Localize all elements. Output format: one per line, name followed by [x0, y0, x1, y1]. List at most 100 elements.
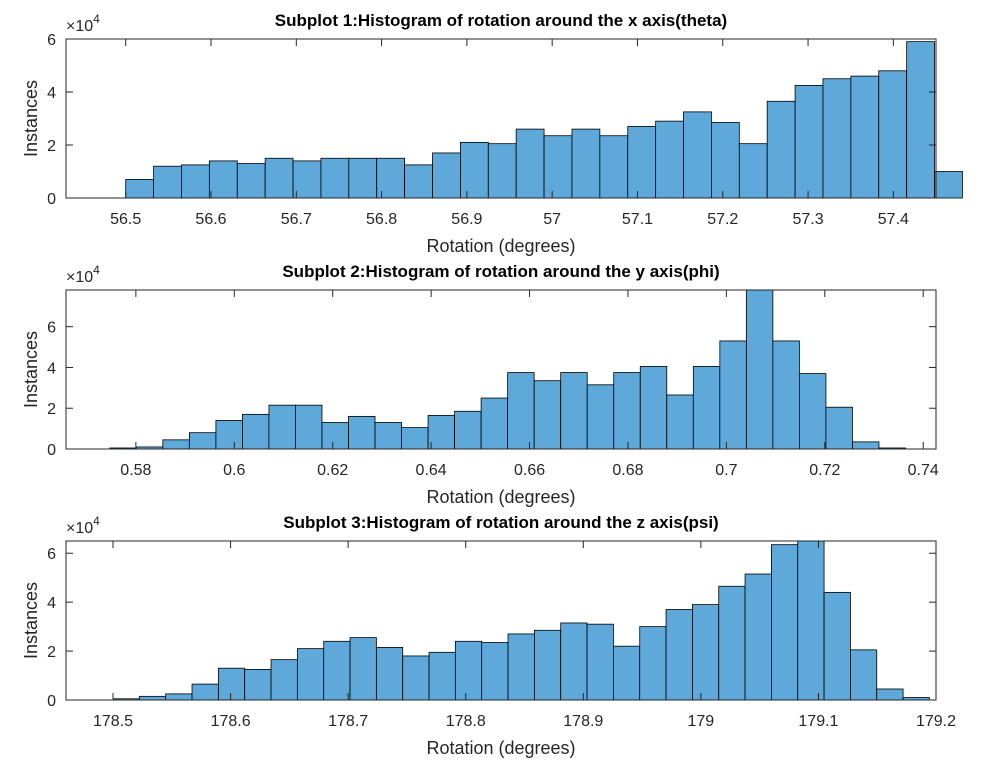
x-tick-label: 0.64 [416, 462, 447, 479]
histogram-bar [454, 640, 483, 701]
histogram-bar [627, 126, 657, 199]
x-tick-label: 178.8 [446, 713, 486, 730]
y-tick-label: 2 [47, 401, 56, 418]
x-tick-label: 178.7 [328, 713, 368, 730]
x-tick-label: 0.66 [514, 462, 545, 479]
axes-frame [65, 289, 937, 450]
histogram-bar [934, 171, 963, 199]
x-tick-label: 178.5 [93, 713, 133, 730]
histogram-bar [320, 157, 350, 199]
y-tick-label: 2 [47, 138, 56, 155]
histogram-bar [711, 122, 740, 199]
histogram-bar [586, 384, 615, 450]
histogram-bar [376, 157, 406, 199]
histogram-bar [852, 441, 880, 450]
histogram-bar [850, 649, 878, 701]
histogram-bar [323, 640, 351, 701]
y-tick-label: 2 [47, 644, 56, 661]
histogram-bar [507, 633, 535, 701]
histogram-bar [402, 655, 430, 701]
histogram-bar [876, 688, 904, 701]
histogram-bar [459, 141, 489, 199]
histogram-bar [665, 609, 693, 701]
histogram-bar [797, 540, 825, 701]
y-axis-label: Instances [21, 80, 41, 157]
histogram-bar [375, 647, 404, 701]
histogram-bar [639, 366, 668, 450]
y-tick-label: 6 [47, 546, 56, 563]
histogram-bar [766, 100, 796, 199]
histogram-bar [244, 669, 272, 701]
histogram-bar [683, 111, 712, 199]
histogram-bar [639, 626, 667, 701]
y-tick-label: 4 [47, 595, 56, 612]
x-tick-label: 0.68 [612, 462, 643, 479]
multiplier-exponent: 4 [93, 12, 100, 26]
x-tick-label: 179.1 [798, 713, 838, 730]
histogram-bar [612, 645, 641, 701]
x-tick-label: 57.4 [878, 211, 909, 228]
histogram-bar [586, 623, 614, 701]
histogram-bar [487, 143, 517, 199]
histogram-bar [744, 573, 772, 701]
histogram-bar [138, 695, 167, 701]
x-tick-label: 179.2 [916, 713, 956, 730]
x-tick-label: 178.6 [211, 713, 251, 730]
histogram-bar [348, 415, 376, 450]
x-tick-label: 56.5 [110, 211, 141, 228]
histogram-bar [208, 160, 238, 199]
x-tick-label: 0.74 [908, 462, 939, 479]
histogram-bar [321, 422, 349, 450]
y-tick-label: 4 [47, 360, 56, 377]
x-tick-label: 56.9 [451, 211, 482, 228]
x-tick-label: 0.58 [120, 462, 151, 479]
histogram-bar [215, 420, 243, 450]
subplot-title: Subplot 1:Histogram of rotation around t… [275, 11, 727, 30]
histogram-bar [401, 427, 429, 450]
axes-frame [65, 540, 937, 701]
histogram-bar [655, 120, 684, 199]
x-tick-label: 57.1 [622, 211, 653, 228]
y-tick-label: 0 [47, 191, 56, 208]
histogram-bar [825, 406, 853, 450]
histogram-bar [515, 128, 545, 199]
histogram-bar [823, 591, 851, 701]
histogram-bar [718, 585, 746, 701]
y-axis-label: Instances [21, 331, 41, 408]
histogram-bar [772, 340, 800, 450]
y-tick-label: 0 [47, 693, 56, 710]
y-tick-label: 4 [47, 85, 56, 102]
x-tick-label: 0.62 [317, 462, 348, 479]
x-tick-label: 0.6 [223, 462, 245, 479]
histogram-bar [348, 157, 378, 199]
multiplier-base: ×10 [66, 520, 93, 537]
y-axis-multiplier: ×104 [66, 12, 100, 35]
histogram-bar [599, 135, 629, 199]
multiplier-base: ×10 [66, 269, 93, 286]
subplot-title: Subplot 2:Histogram of rotation around t… [282, 262, 719, 281]
histogram-bar [349, 637, 377, 701]
histogram-bar [745, 289, 774, 450]
x-tick-label: 57 [543, 211, 561, 228]
x-tick-label: 0.7 [715, 462, 737, 479]
histogram-bar [906, 41, 935, 199]
histogram-bar [270, 659, 298, 701]
histogram-bar [296, 648, 325, 701]
histogram-bar [165, 693, 193, 701]
y-tick-label: 6 [47, 32, 56, 49]
histogram-bar [153, 165, 182, 199]
x-tick-label: 56.7 [281, 211, 312, 228]
histogram-bar [850, 75, 880, 199]
histogram-bar [613, 372, 641, 450]
histogram-bar [692, 366, 721, 450]
histogram-bar [268, 404, 296, 450]
histogram-bar [162, 439, 190, 450]
histogram-bar [242, 413, 270, 450]
y-axis-multiplier: ×104 [66, 514, 100, 537]
histogram-bar [666, 394, 694, 450]
histogram-bar [428, 651, 456, 701]
subplot-3: 178.5 178.6 178.7 178.8 178.9 179 179.1 179.2 0 2… [21, 513, 956, 758]
subplot-1: 56.5 56.6 56.7 56.8 56.9 57 57.1 57.2 57.3 57.4 0 2… [21, 11, 963, 256]
axes-frame [65, 38, 937, 199]
histogram-bar [292, 160, 322, 199]
